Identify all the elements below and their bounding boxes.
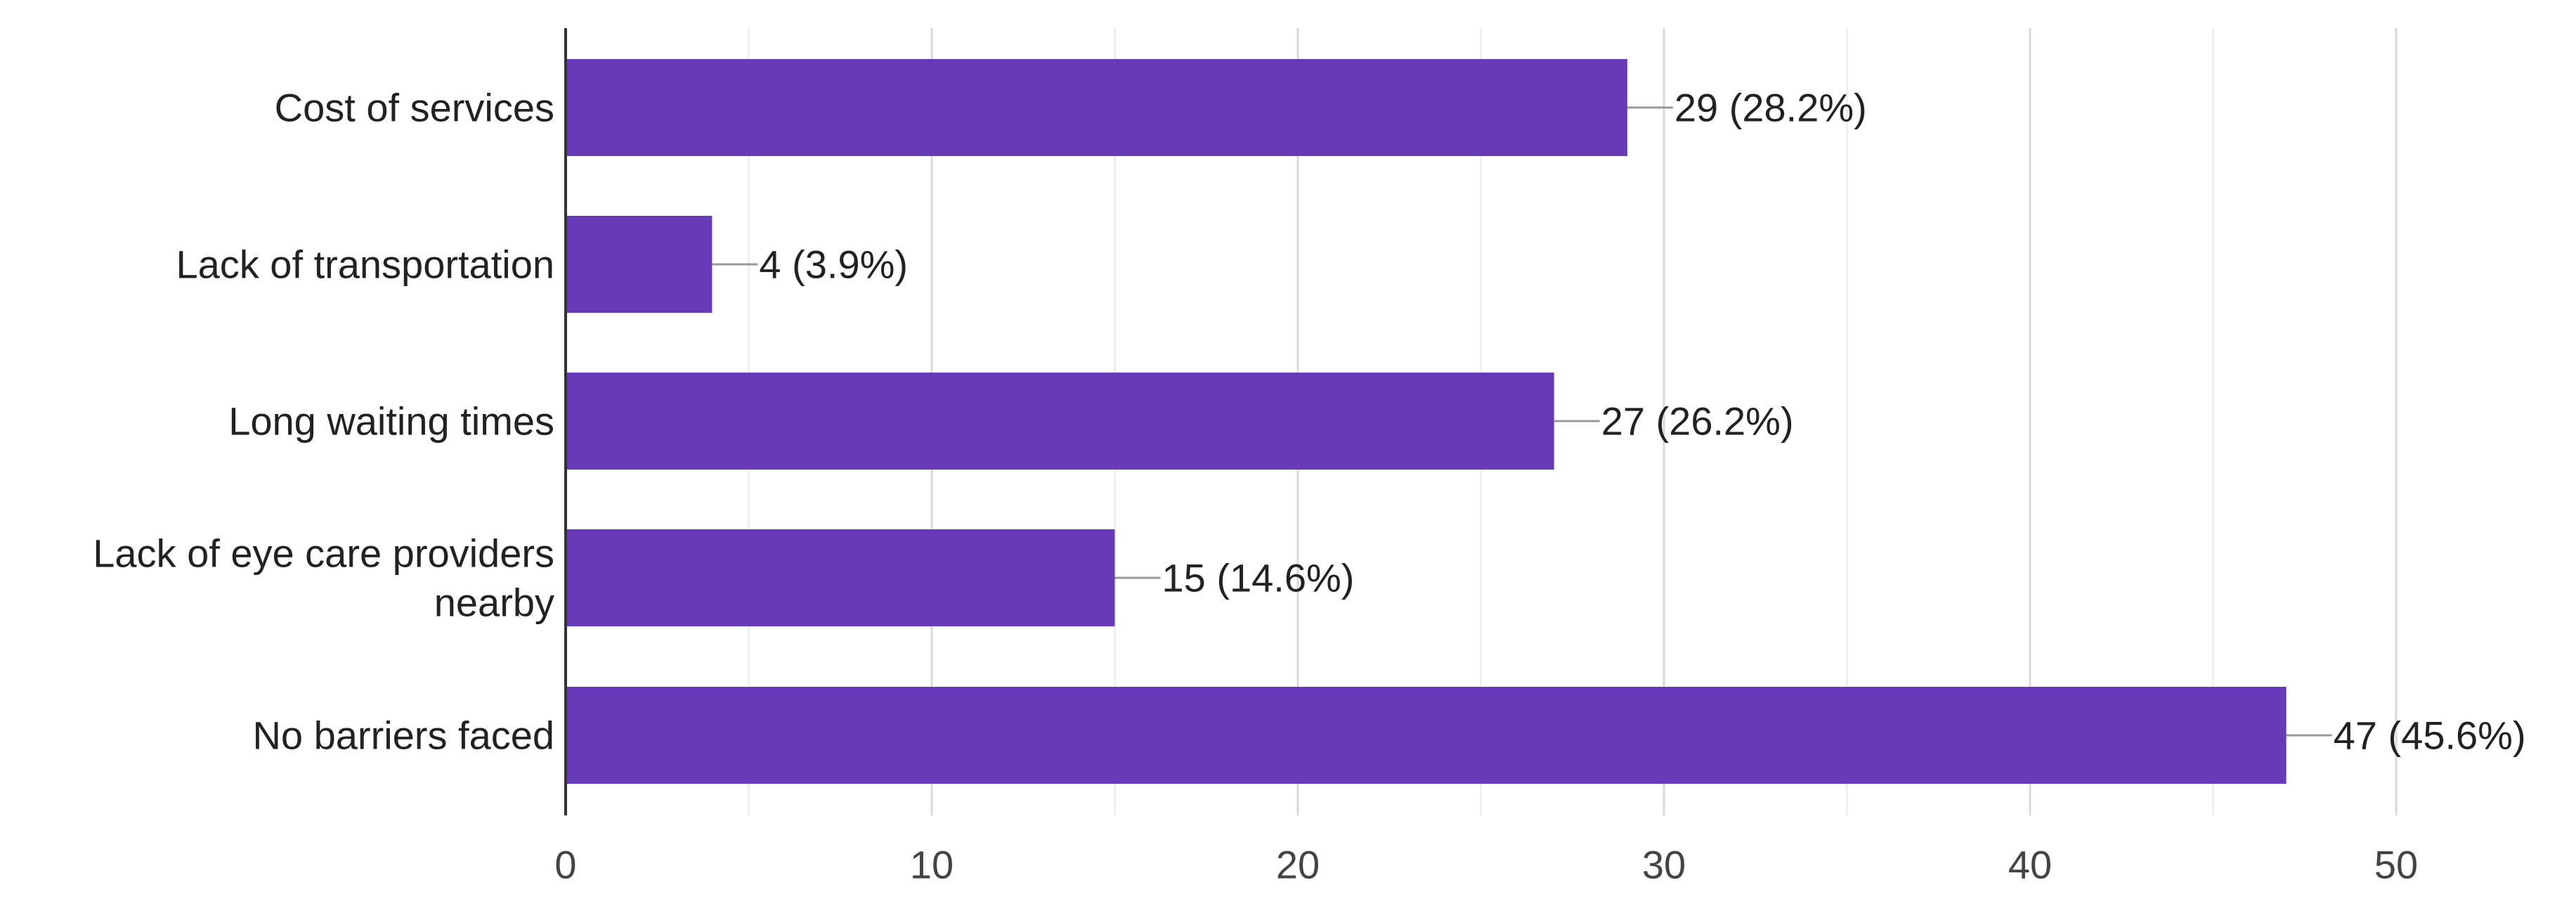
data-label: 4 (3.9%) <box>759 243 908 287</box>
data-label: 27 (26.2%) <box>1601 399 1794 444</box>
x-tick-label: 20 <box>1276 843 1320 887</box>
x-tick-label: 0 <box>554 843 576 887</box>
bar <box>566 687 2286 784</box>
data-label: 29 (28.2%) <box>1674 86 1867 130</box>
labels: 29 (28.2%) 4 (3.9%) 27 (26.2%) 15 (14.6%) 47… <box>93 86 2525 887</box>
bar <box>566 216 713 313</box>
bar <box>566 529 1115 626</box>
x-tick-label: 30 <box>1642 843 1686 887</box>
category-label: Lack of eye care providers <box>93 531 554 576</box>
bar <box>566 373 1554 470</box>
bars <box>566 59 2332 784</box>
category-label: Long waiting times <box>228 399 554 444</box>
x-tick-label: 50 <box>2374 843 2418 887</box>
category-label: nearby <box>434 581 554 625</box>
x-tick-label: 10 <box>910 843 954 887</box>
bar <box>566 59 1627 156</box>
x-tick-label: 40 <box>2008 843 2052 887</box>
category-label: Cost of services <box>275 86 554 130</box>
category-label: No barriers faced <box>252 713 554 758</box>
data-label: 15 (14.6%) <box>1162 556 1355 600</box>
data-label: 47 (45.6%) <box>2334 713 2526 758</box>
category-label: Lack of transportation <box>176 243 554 287</box>
